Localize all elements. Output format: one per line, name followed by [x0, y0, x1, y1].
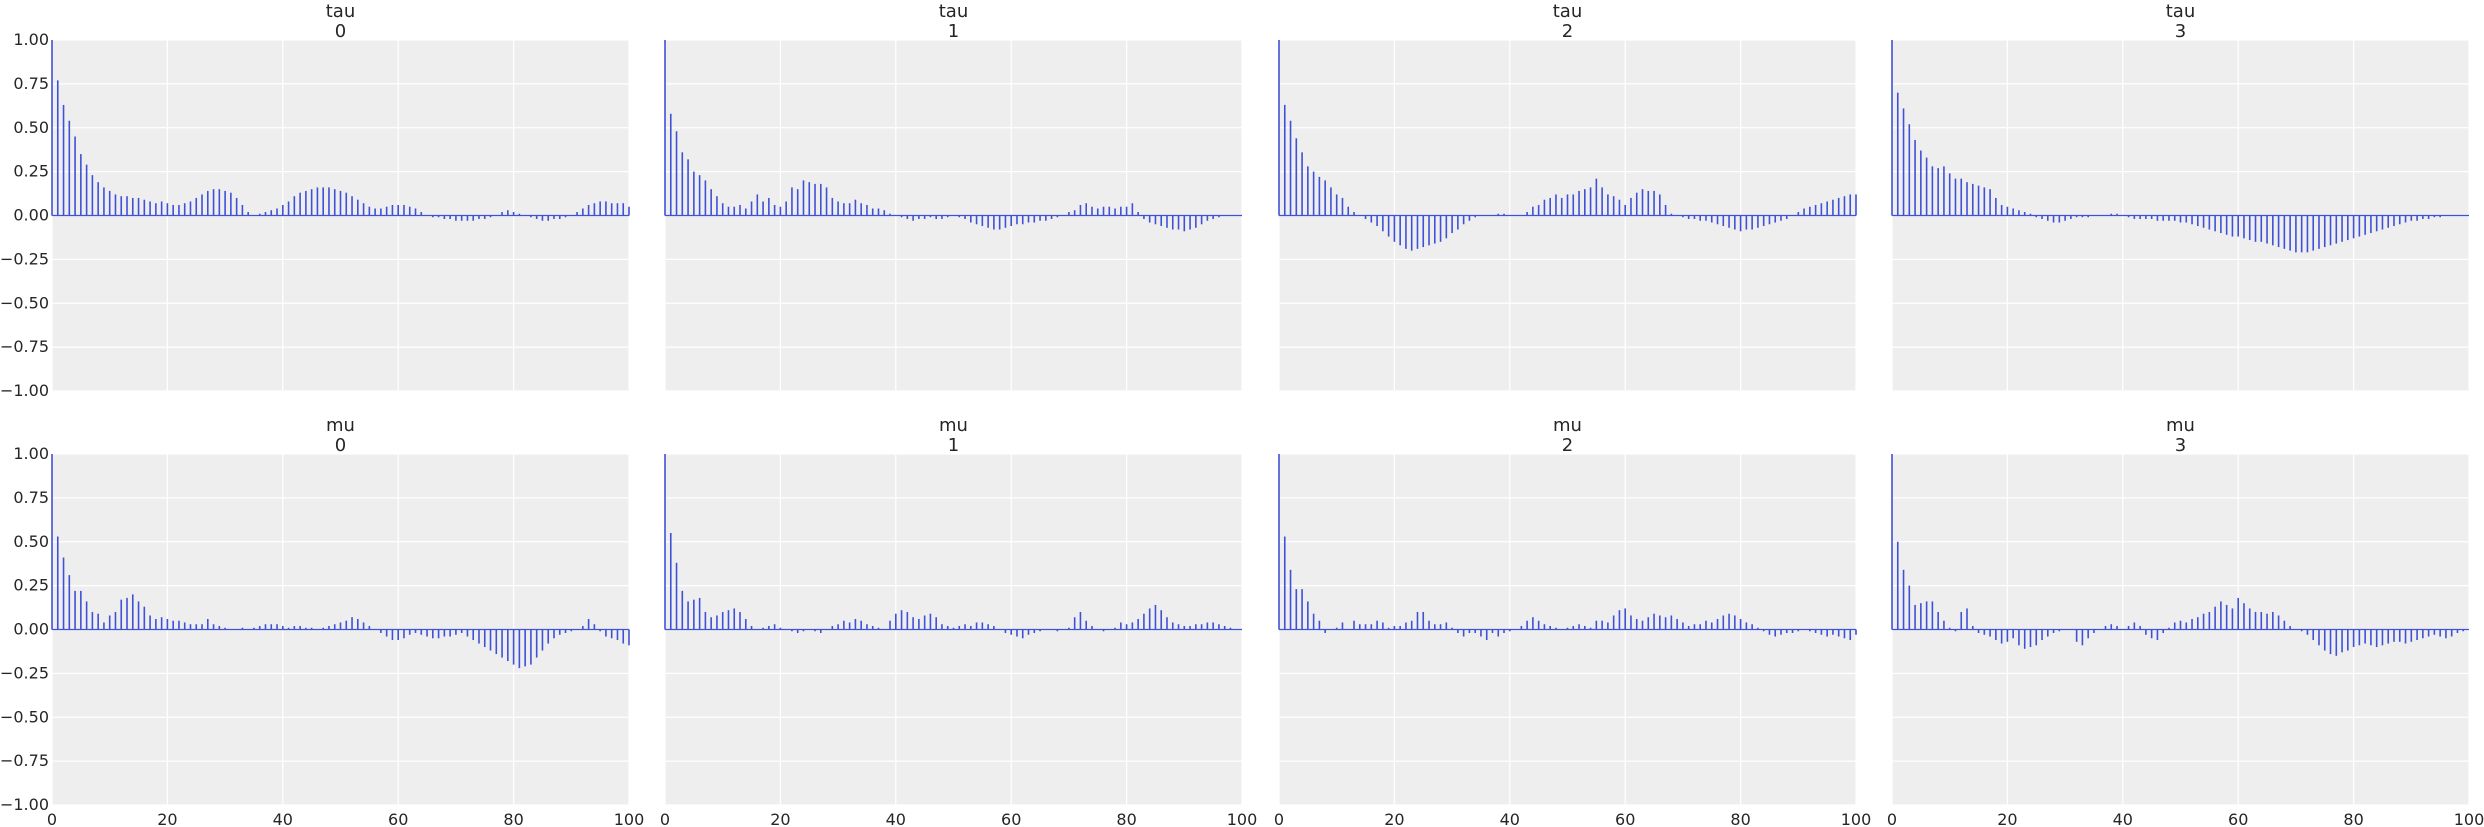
x-tick-label: 60 — [388, 810, 408, 827]
panel-title-index: 1 — [948, 21, 959, 42]
y-tick-label: 0.25 — [13, 576, 49, 595]
x-tick-label: 20 — [770, 810, 790, 827]
x-tick-label: 60 — [2228, 810, 2248, 827]
panel-title-variable: mu — [1553, 415, 1582, 436]
x-tick-label: 40 — [2113, 810, 2133, 827]
x-tick-label: 80 — [503, 810, 523, 827]
y-tick-label: 0.25 — [13, 162, 49, 181]
x-tick-label: 100 — [1841, 810, 1872, 827]
x-tick-label: 40 — [1500, 810, 1520, 827]
y-tick-label: −1.00 — [0, 381, 49, 400]
panel-title-index: 3 — [2175, 21, 2186, 42]
y-tick-label: −0.25 — [0, 663, 49, 682]
x-tick-label: 100 — [614, 810, 645, 827]
panel-title-variable: mu — [939, 415, 968, 436]
acf-panel: mu01.000.750.500.250.00−0.25−0.50−0.75−1… — [0, 415, 644, 827]
panel-title-variable: tau — [326, 1, 356, 22]
x-tick-label: 80 — [2343, 810, 2363, 827]
x-tick-label: 80 — [1730, 810, 1750, 827]
x-tick-label: 40 — [273, 810, 293, 827]
y-tick-label: 0.50 — [13, 118, 49, 137]
y-tick-label: 1.00 — [13, 30, 49, 49]
y-tick-label: −0.50 — [0, 707, 49, 726]
y-tick-label: −0.50 — [0, 293, 49, 312]
x-tick-label: 20 — [1997, 810, 2017, 827]
acf-panel: mu1 0 20 40 60 80 100 — [660, 415, 1257, 827]
x-tick-label: 100 — [2454, 810, 2484, 827]
panel-title-index: 2 — [1562, 21, 1573, 42]
x-tick-label: 0 — [1887, 810, 1897, 827]
y-tick-label: 0.75 — [13, 74, 49, 93]
x-tick-label: 0 — [660, 810, 670, 827]
y-tick-label: 0.00 — [13, 620, 49, 639]
panel-title-index: 0 — [335, 21, 346, 42]
y-tick-label: 1.00 — [13, 444, 49, 463]
panel-title-index: 1 — [948, 435, 959, 456]
x-tick-label: 60 — [1615, 810, 1635, 827]
panel-title-index: 2 — [1562, 435, 1573, 456]
y-tick-label: 0.75 — [13, 488, 49, 507]
panel-title-index: 3 — [2175, 435, 2186, 456]
panel-title-index: 0 — [335, 435, 346, 456]
x-tick-label: 40 — [886, 810, 906, 827]
y-tick-label: 0.50 — [13, 532, 49, 551]
panel-title-variable: mu — [326, 415, 355, 436]
x-tick-label: 0 — [1274, 810, 1284, 827]
panel-title-variable: mu — [2166, 415, 2195, 436]
x-tick-label: 20 — [157, 810, 177, 827]
y-tick-label: −1.00 — [0, 795, 49, 814]
y-tick-label: −0.25 — [0, 249, 49, 268]
y-tick-label: −0.75 — [0, 337, 49, 356]
panel-title-variable: tau — [939, 1, 969, 22]
panel-title-variable: tau — [1553, 1, 1583, 22]
y-tick-label: −0.75 — [0, 751, 49, 770]
x-tick-label: 60 — [1001, 810, 1021, 827]
x-tick-label: 100 — [1227, 810, 1258, 827]
acf-panel: mu3 0 20 40 60 80 100 — [1887, 415, 2484, 827]
x-tick-label: 20 — [1384, 810, 1404, 827]
x-tick-label: 0 — [47, 810, 57, 827]
panel-title-variable: tau — [2166, 1, 2196, 22]
x-tick-label: 80 — [1116, 810, 1136, 827]
y-tick-label: 0.00 — [13, 206, 49, 225]
